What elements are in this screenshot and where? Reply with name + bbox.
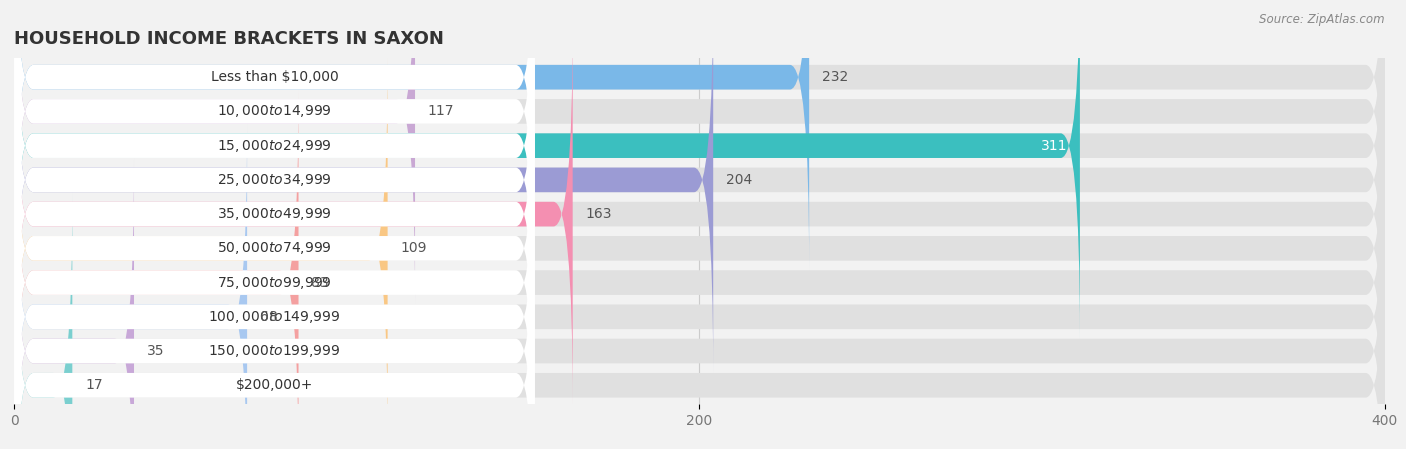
FancyBboxPatch shape [14,0,713,373]
FancyBboxPatch shape [14,21,1385,407]
Text: $50,000 to $74,999: $50,000 to $74,999 [217,240,332,256]
Text: HOUSEHOLD INCOME BRACKETS IN SAXON: HOUSEHOLD INCOME BRACKETS IN SAXON [14,31,444,48]
FancyBboxPatch shape [14,0,1385,304]
FancyBboxPatch shape [14,0,536,373]
FancyBboxPatch shape [14,89,1385,449]
FancyBboxPatch shape [14,0,415,304]
Text: 204: 204 [725,173,752,187]
FancyBboxPatch shape [14,0,1385,373]
FancyBboxPatch shape [14,0,1080,339]
FancyBboxPatch shape [14,192,72,449]
FancyBboxPatch shape [14,55,1385,441]
FancyBboxPatch shape [14,0,1385,339]
FancyBboxPatch shape [14,192,536,449]
Text: $150,000 to $199,999: $150,000 to $199,999 [208,343,340,359]
FancyBboxPatch shape [14,158,1385,449]
Text: 311: 311 [1040,139,1067,153]
Text: 109: 109 [401,242,427,255]
Text: 35: 35 [146,344,165,358]
FancyBboxPatch shape [14,124,1385,449]
Text: 17: 17 [86,378,103,392]
FancyBboxPatch shape [14,21,536,407]
FancyBboxPatch shape [14,55,536,441]
FancyBboxPatch shape [14,0,536,339]
FancyBboxPatch shape [14,89,536,449]
FancyBboxPatch shape [14,0,810,270]
Text: $25,000 to $34,999: $25,000 to $34,999 [217,172,332,188]
Text: Source: ZipAtlas.com: Source: ZipAtlas.com [1260,13,1385,26]
Text: $75,000 to $99,999: $75,000 to $99,999 [217,275,332,291]
FancyBboxPatch shape [14,158,536,449]
Text: 83: 83 [311,276,329,290]
FancyBboxPatch shape [14,0,536,304]
FancyBboxPatch shape [14,21,572,407]
Text: 232: 232 [823,70,848,84]
Text: 117: 117 [427,105,454,119]
FancyBboxPatch shape [14,89,298,449]
Text: 163: 163 [585,207,612,221]
FancyBboxPatch shape [14,192,1385,449]
Text: $200,000+: $200,000+ [236,378,314,392]
Text: Less than $10,000: Less than $10,000 [211,70,339,84]
FancyBboxPatch shape [14,0,536,270]
Text: $35,000 to $49,999: $35,000 to $49,999 [217,206,332,222]
Text: $15,000 to $24,999: $15,000 to $24,999 [217,138,332,154]
Text: $100,000 to $149,999: $100,000 to $149,999 [208,309,340,325]
FancyBboxPatch shape [14,124,247,449]
Text: 68: 68 [260,310,277,324]
FancyBboxPatch shape [14,124,536,449]
FancyBboxPatch shape [14,55,388,441]
Text: $10,000 to $14,999: $10,000 to $14,999 [217,103,332,119]
FancyBboxPatch shape [14,0,1385,270]
FancyBboxPatch shape [14,158,134,449]
